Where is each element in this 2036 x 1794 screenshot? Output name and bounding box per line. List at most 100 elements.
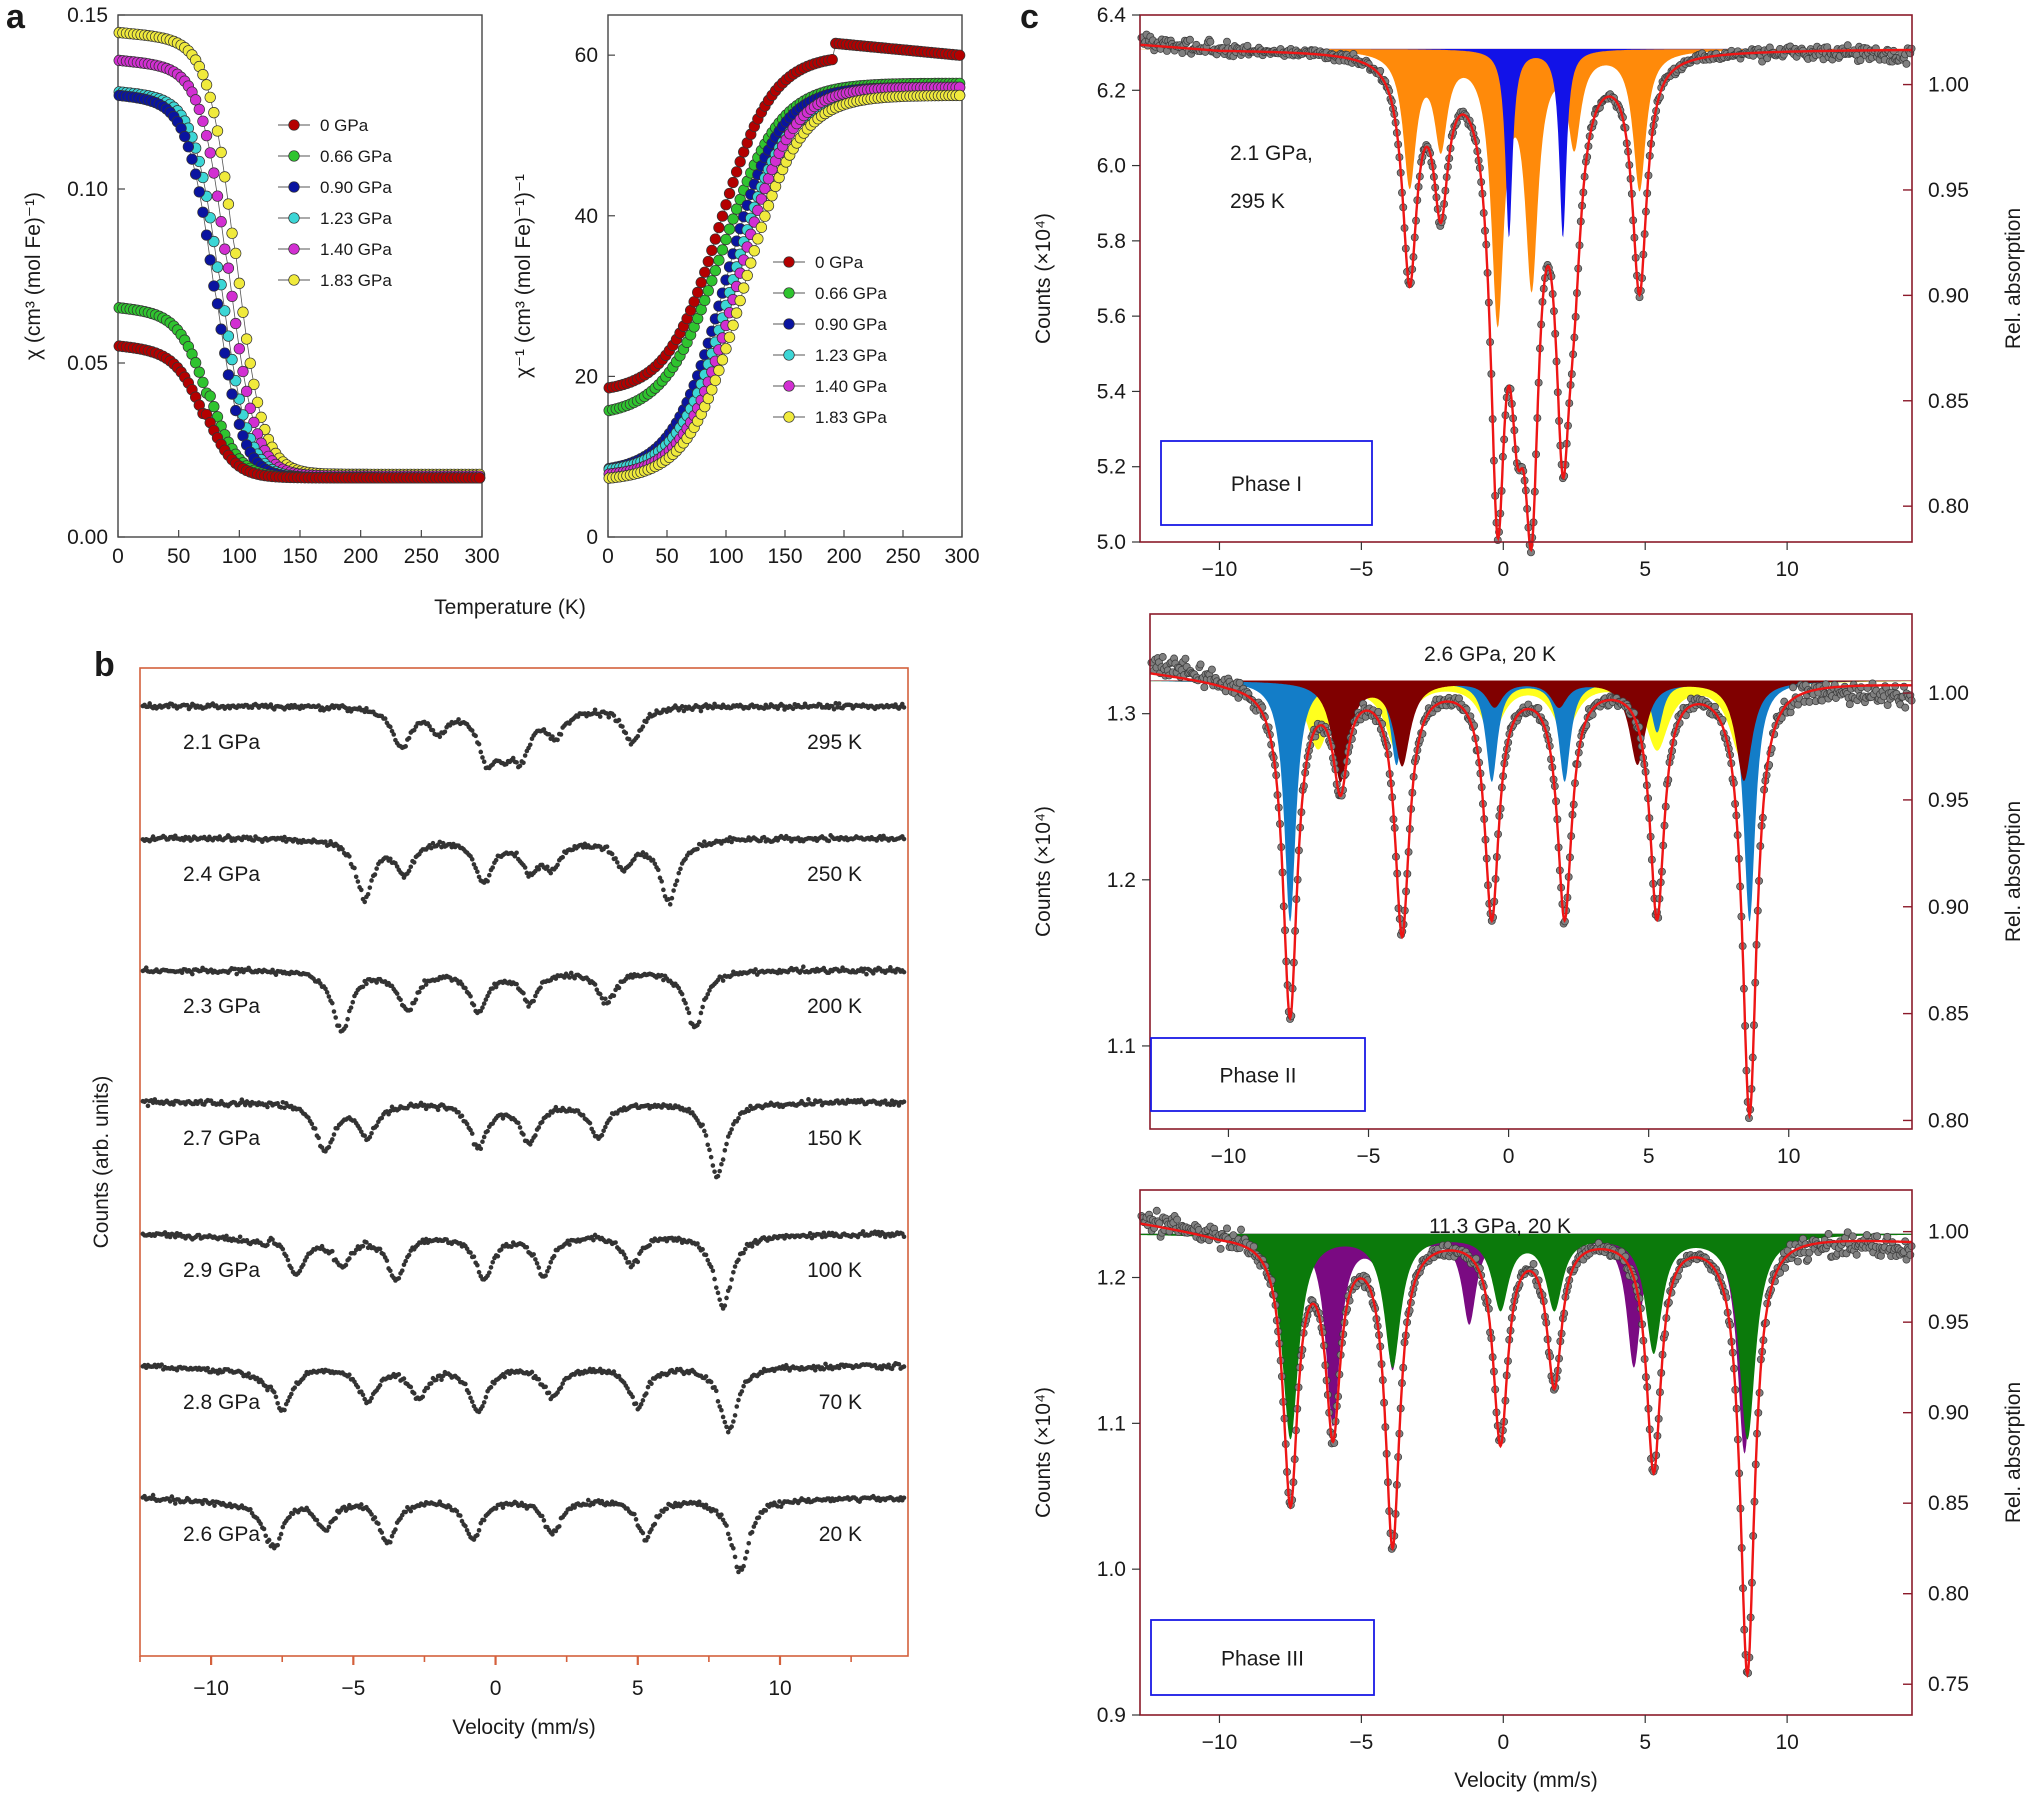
data-point <box>246 1371 251 1376</box>
data-point <box>329 1000 335 1006</box>
data-point <box>539 1513 545 1519</box>
data-point <box>667 902 673 907</box>
data-point <box>616 717 622 723</box>
data-point <box>340 846 345 852</box>
data-point <box>709 264 722 277</box>
data-point <box>275 1400 280 1406</box>
data-point <box>367 1134 373 1140</box>
data-point <box>393 1527 398 1532</box>
data-point <box>230 404 242 417</box>
series-1-23-GPa <box>113 86 486 484</box>
data-point <box>282 1407 287 1413</box>
data-point <box>374 1123 379 1129</box>
data-point <box>719 1512 724 1518</box>
data-point <box>292 1385 298 1390</box>
data-point <box>222 198 235 210</box>
data-point <box>531 1252 536 1257</box>
data-point <box>182 141 195 153</box>
data-point <box>635 1259 641 1265</box>
data-point <box>720 1157 726 1162</box>
data-point <box>713 254 725 266</box>
data-point <box>364 981 369 987</box>
legend-entry: 0.90 GPa <box>815 315 887 334</box>
pressure-label: 2.9 GPa <box>183 1259 260 1282</box>
data-point <box>372 872 378 877</box>
data-point <box>736 1397 741 1403</box>
series-0-90-GPa <box>113 89 486 484</box>
data-point <box>347 1256 352 1261</box>
data-point <box>193 103 205 116</box>
data-point <box>706 244 718 257</box>
data-point <box>362 1133 368 1139</box>
data-point <box>263 1533 269 1539</box>
data-point <box>836 701 842 706</box>
data-point <box>717 1168 722 1174</box>
data-point <box>398 997 403 1003</box>
data-point <box>476 1528 482 1533</box>
legend-entry: 1.83 GPa <box>320 271 392 290</box>
data-point <box>708 1379 714 1385</box>
data-point <box>705 991 711 997</box>
data-point <box>683 1000 688 1006</box>
data-point <box>719 1407 724 1413</box>
data-point <box>706 384 718 396</box>
data-point <box>190 94 202 106</box>
data-point <box>285 1257 291 1263</box>
data-point <box>715 1399 721 1404</box>
data-point <box>226 388 238 400</box>
data-point <box>560 854 565 860</box>
x-tick-label: 100 <box>222 545 257 568</box>
data-point <box>493 857 499 863</box>
data-point <box>401 1376 407 1381</box>
data-point <box>901 705 907 710</box>
legend-marker <box>288 181 300 193</box>
data-point <box>240 333 253 345</box>
data-point <box>406 735 412 741</box>
y-axis-label: χ (cm³ (mol Fe)⁻¹) <box>22 192 45 360</box>
x-tick-label: 0 <box>112 545 124 568</box>
data-point <box>806 1097 811 1102</box>
data-point <box>720 978 726 983</box>
data-point <box>587 1120 593 1126</box>
legend-marker <box>288 150 300 162</box>
legend-marker <box>288 243 300 255</box>
data-point <box>608 1116 613 1121</box>
data-point <box>732 1554 738 1560</box>
data-point <box>270 1237 275 1242</box>
data-point <box>649 1527 654 1532</box>
data-point <box>695 846 700 852</box>
data-point <box>502 1374 507 1380</box>
data-point <box>756 1515 762 1520</box>
data-point <box>379 1530 385 1535</box>
data-point <box>703 1252 709 1258</box>
data-point <box>481 1134 487 1140</box>
data-point <box>603 996 608 1002</box>
y-axis-label: Counts (arb. units) <box>90 1076 113 1249</box>
data-point <box>237 1234 243 1240</box>
x-tick-label: 150 <box>282 545 317 568</box>
data-point <box>336 1023 342 1029</box>
data-point <box>331 1132 337 1137</box>
data-point <box>456 717 461 722</box>
data-point <box>742 1556 748 1561</box>
data-point <box>464 1121 470 1127</box>
data-point <box>613 856 618 861</box>
data-point <box>275 1542 280 1548</box>
legend-entry: 1.83 GPa <box>815 408 887 427</box>
data-point <box>475 1532 480 1538</box>
data-point <box>556 1524 562 1529</box>
data-point <box>277 1536 282 1541</box>
data-point <box>713 1388 719 1394</box>
data-point <box>517 763 523 769</box>
data-point <box>731 1269 736 1275</box>
data-point <box>755 221 768 233</box>
data-point <box>716 244 729 256</box>
data-point <box>727 176 739 189</box>
data-point <box>1178 49 1187 58</box>
data-point <box>208 107 220 119</box>
x-tick-label: 150 <box>767 545 802 568</box>
data-point <box>1223 37 1231 46</box>
legend-marker <box>783 318 795 330</box>
data-point <box>358 1502 364 1507</box>
